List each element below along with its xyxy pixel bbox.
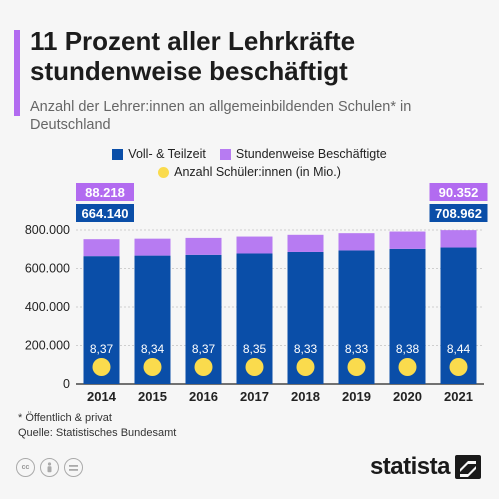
student-label-2016: 8,37 xyxy=(192,342,216,356)
chart-title: 11 Prozent aller Lehrkräfte stundenweise… xyxy=(30,26,356,86)
y-tick-label-1: 200.000 xyxy=(25,339,70,353)
x-tick-label-2015: 2015 xyxy=(138,389,167,404)
student-label-2014: 8,37 xyxy=(90,342,114,356)
no-derivatives-icon xyxy=(64,458,83,477)
student-dot-2015 xyxy=(143,358,162,376)
y-tick-label-3: 600.000 xyxy=(25,262,70,276)
y-tick-label-2: 400.000 xyxy=(25,300,70,314)
legend-label-schueler: Anzahl Schüler:innen (in Mio.) xyxy=(174,165,341,179)
legend-swatch-vollzeit xyxy=(112,148,124,160)
legend-item-schueler: Anzahl Schüler:innen (in Mio.) xyxy=(158,165,341,179)
legend-item-stundenweise: Stundenweise Beschäftigte xyxy=(219,147,387,161)
x-tick-label-2019: 2019 xyxy=(342,389,371,404)
student-dot-2021 xyxy=(449,358,468,376)
bar-stundenweise-2021 xyxy=(440,230,477,248)
footnote-source: Quelle: Statistisches Bundesamt xyxy=(18,427,177,439)
chart-subtitle: Anzahl der Lehrer:innen an allgemeinbild… xyxy=(30,99,412,133)
bar-stundenweise-2018 xyxy=(287,234,324,252)
legend-swatch-schueler xyxy=(158,166,170,178)
legend-item-vollzeit: Voll- & Teilzeit xyxy=(112,147,206,161)
legend-swatch-stundenweise xyxy=(219,148,231,160)
bar-stundenweise-2015 xyxy=(134,238,171,256)
y-tick-label-4: 800.000 xyxy=(25,223,70,237)
x-tick-label-2016: 2016 xyxy=(189,389,218,404)
bar-stundenweise-2020 xyxy=(389,231,426,249)
callout-bottom-box-0 xyxy=(76,204,134,222)
statista-logo: statista xyxy=(370,453,481,481)
callout-top-box-0 xyxy=(76,183,134,201)
callout-top-label-0: 88.218 xyxy=(85,185,125,200)
bar-stundenweise-2017 xyxy=(236,236,273,254)
footnote: * Öffentlich & privat Quelle: Statistisc… xyxy=(18,411,176,441)
brand-name: statista xyxy=(369,453,451,480)
statista-mark-icon xyxy=(455,455,481,479)
x-tick-label-2017: 2017 xyxy=(240,389,269,404)
cc-icon: cc xyxy=(16,458,35,477)
callout-bottom-label-0: 664.140 xyxy=(82,206,129,221)
footnote-note: * Öffentlich & privat xyxy=(18,412,112,424)
student-label-2021: 8,44 xyxy=(447,342,471,356)
x-tick-label-2020: 2020 xyxy=(393,389,422,404)
student-dot-2020 xyxy=(398,358,417,376)
x-tick-label-2021: 2021 xyxy=(444,389,473,404)
student-label-2018: 8,33 xyxy=(294,342,318,356)
x-tick-label-2018: 2018 xyxy=(291,389,320,404)
legend: Voll- & Teilzeit Stundenweise Beschäftig… xyxy=(0,145,499,181)
student-dot-2014 xyxy=(92,358,111,376)
callout-bottom-box-7 xyxy=(429,204,488,222)
legend-label-stundenweise: Stundenweise Beschäftigte xyxy=(235,147,387,161)
student-label-2019: 8,33 xyxy=(345,342,369,356)
bar-stundenweise-2016 xyxy=(185,237,222,255)
callout-top-box-7 xyxy=(429,183,488,201)
student-dot-2018 xyxy=(296,358,315,376)
x-tick-label-2014: 2014 xyxy=(87,389,117,404)
callout-top-label-7: 90.352 xyxy=(439,185,479,200)
student-label-2017: 8,35 xyxy=(243,342,267,356)
student-dot-2019 xyxy=(347,358,366,376)
bar-stundenweise-2014 xyxy=(83,239,120,257)
student-label-2015: 8,34 xyxy=(141,342,165,356)
attribution-icon xyxy=(40,458,59,477)
legend-label-vollzeit: Voll- & Teilzeit xyxy=(128,147,206,161)
y-tick-label-0: 0 xyxy=(63,377,70,391)
callout-bottom-label-7: 708.962 xyxy=(435,206,482,221)
title-accent-bar xyxy=(14,30,20,116)
bar-stundenweise-2019 xyxy=(338,233,375,251)
student-label-2020: 8,38 xyxy=(396,342,420,356)
student-dot-2017 xyxy=(245,358,264,376)
license-icons: cc xyxy=(16,458,88,477)
student-dot-2016 xyxy=(194,358,213,376)
